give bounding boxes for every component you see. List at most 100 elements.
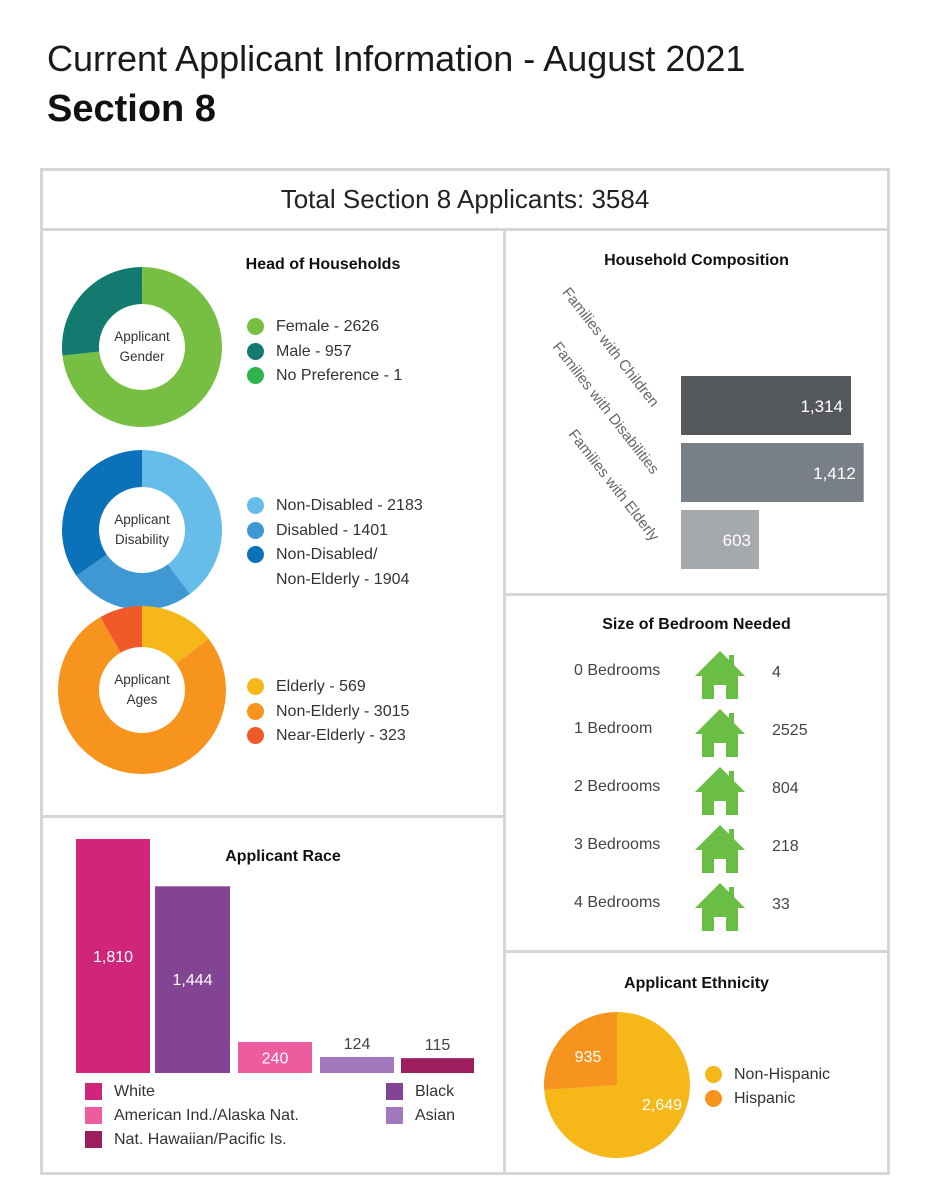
bedroom-count: 2525: [772, 722, 808, 739]
pie-slice-male: [62, 267, 142, 356]
legend-label: Asian: [415, 1107, 456, 1124]
legend-swatch: [85, 1107, 102, 1125]
legend-swatch: [386, 1107, 403, 1125]
legend-dot: [247, 318, 264, 336]
bedroom-label: 4 Bedrooms: [574, 894, 661, 911]
pie-slice-non-disabled: [142, 450, 222, 595]
bar-families-with-disabilities: [681, 443, 864, 502]
legend-item: Black: [386, 1083, 454, 1101]
legend-label: Non-Disabled - 2183: [276, 497, 423, 514]
bar-american-ind-alaska-nat-: [238, 1041, 312, 1073]
category-label: Families with Disabilities: [549, 339, 662, 478]
bedroom-count: 804: [772, 780, 799, 797]
house-icon: [695, 825, 745, 873]
donut-center-label: Applicant Ages: [92, 670, 192, 710]
legend-item: Non-Disabled/: [247, 546, 377, 564]
pie-slice-elderly: [142, 606, 209, 664]
center-label-line: Applicant: [114, 512, 170, 527]
slice-value-label: 2,649: [642, 1097, 682, 1114]
bar-white: [76, 839, 150, 1073]
donut-center-label: Applicant Gender: [92, 327, 192, 367]
bar-value-label: 603: [723, 531, 751, 550]
bar-value-label: 1,412: [813, 464, 856, 483]
legend-item: Non-Disabled - 2183: [247, 497, 423, 515]
legend-label: Disabled - 1401: [276, 521, 389, 539]
legend-dot: [247, 521, 264, 539]
bedroom-label: 0 Bedrooms: [574, 662, 661, 679]
legend-item: No Preference - 1: [247, 367, 402, 385]
bedroom-label: 3 Bedrooms: [574, 836, 661, 853]
bar-value-label: 1,444: [172, 972, 212, 989]
legend-item: Female - 2626: [247, 318, 379, 336]
legend-label: Non-Elderly - 3015: [276, 702, 410, 720]
center-label-line: Disability: [114, 532, 169, 547]
bar-families-with-children: [681, 376, 851, 435]
legend-dot: [705, 1090, 722, 1108]
bedroom-count: 218: [772, 838, 799, 855]
page-title: Current Applicant Information - August 2…: [47, 38, 746, 79]
legend-label: No Preference - 1: [276, 367, 403, 384]
legend-item: Disabled - 1401: [247, 522, 388, 540]
legend-label: Male - 957: [276, 342, 352, 360]
bedroom-label: 2 Bedrooms: [574, 778, 661, 795]
house-shape: [695, 825, 745, 873]
bar-value-label: 1,810: [93, 949, 133, 966]
legend-swatch: [85, 1131, 102, 1149]
slice-value-label: 935: [575, 1049, 602, 1066]
legend-dot: [705, 1066, 722, 1084]
legend-item: White: [85, 1083, 155, 1101]
panel-title: Household Composition: [604, 252, 789, 269]
pie-slice-disabled: [76, 554, 190, 610]
pie-slice-hispanic: [543, 1012, 617, 1090]
total-applicants: Total Section 8 Applicants: 3584: [280, 184, 650, 214]
bedroom-label: 1 Bedroom: [574, 720, 653, 737]
legend-label: American Ind./Alaska Nat.: [114, 1107, 299, 1124]
house-shape: [695, 651, 745, 699]
legend-dot: [247, 546, 264, 564]
legend-label: Female - 2626: [276, 318, 380, 335]
head-of-households-panel: Head of Households: [40, 228, 506, 818]
legend-item: Asian: [386, 1107, 455, 1125]
legend-swatch: [85, 1083, 102, 1101]
legend-swatch: [386, 1083, 403, 1101]
legend-dot: [247, 727, 264, 745]
legend-dot: [247, 678, 264, 696]
house-icon: [695, 709, 745, 757]
category-label: Families with Elderly: [565, 426, 663, 545]
pie-slice-non-disabled-non-elderly: [61, 450, 142, 576]
pie-slice-female: [62, 267, 222, 427]
bedroom-size-panel: Size of Bedroom Needed: [503, 593, 890, 953]
legend-label: Non-Hispanic: [734, 1066, 831, 1083]
house-shape: [695, 767, 745, 815]
legend-label: Non-Disabled/: [276, 546, 378, 563]
pie-slice-near-elderly: [100, 606, 142, 653]
legend-item: Male - 957: [247, 343, 352, 361]
legend-label: Black: [415, 1083, 455, 1100]
panel-title: Head of Households: [245, 256, 401, 273]
donut-center-label: Applicant Disability: [92, 510, 192, 550]
bedroom-count: 4: [772, 664, 781, 681]
legend-dot: [247, 342, 264, 360]
category-label: Families with Children: [559, 284, 663, 410]
bar-asian: [320, 1056, 394, 1073]
bar-families-with-elderly: [681, 510, 760, 569]
bedroom-count: 33: [772, 896, 790, 913]
bar-value-label: 240: [262, 1050, 289, 1067]
bar-value-label: 124: [344, 1036, 371, 1053]
center-label-line: Applicant: [114, 672, 170, 687]
legend-item: Non-Hispanic: [705, 1066, 830, 1084]
bar-black: [155, 886, 230, 1073]
legend-item: Hispanic: [705, 1090, 795, 1108]
pie-slice-non-elderly: [57, 617, 226, 774]
panel-title: Applicant Ethnicity: [624, 975, 769, 992]
house-shape: [695, 709, 745, 757]
legend-item: Non-Elderly - 3015: [247, 703, 409, 721]
bar-nat-hawaiian-pacific-is-: [401, 1058, 474, 1073]
legend-dot: [247, 367, 264, 385]
page-subtitle: Section 8: [47, 88, 216, 130]
legend-label: Nat. Hawaiian/Pacific Is.: [114, 1131, 287, 1148]
center-label-line: Gender: [119, 349, 165, 364]
legend-label: White: [114, 1083, 155, 1100]
legend-label: Near-Elderly - 323: [276, 727, 406, 744]
